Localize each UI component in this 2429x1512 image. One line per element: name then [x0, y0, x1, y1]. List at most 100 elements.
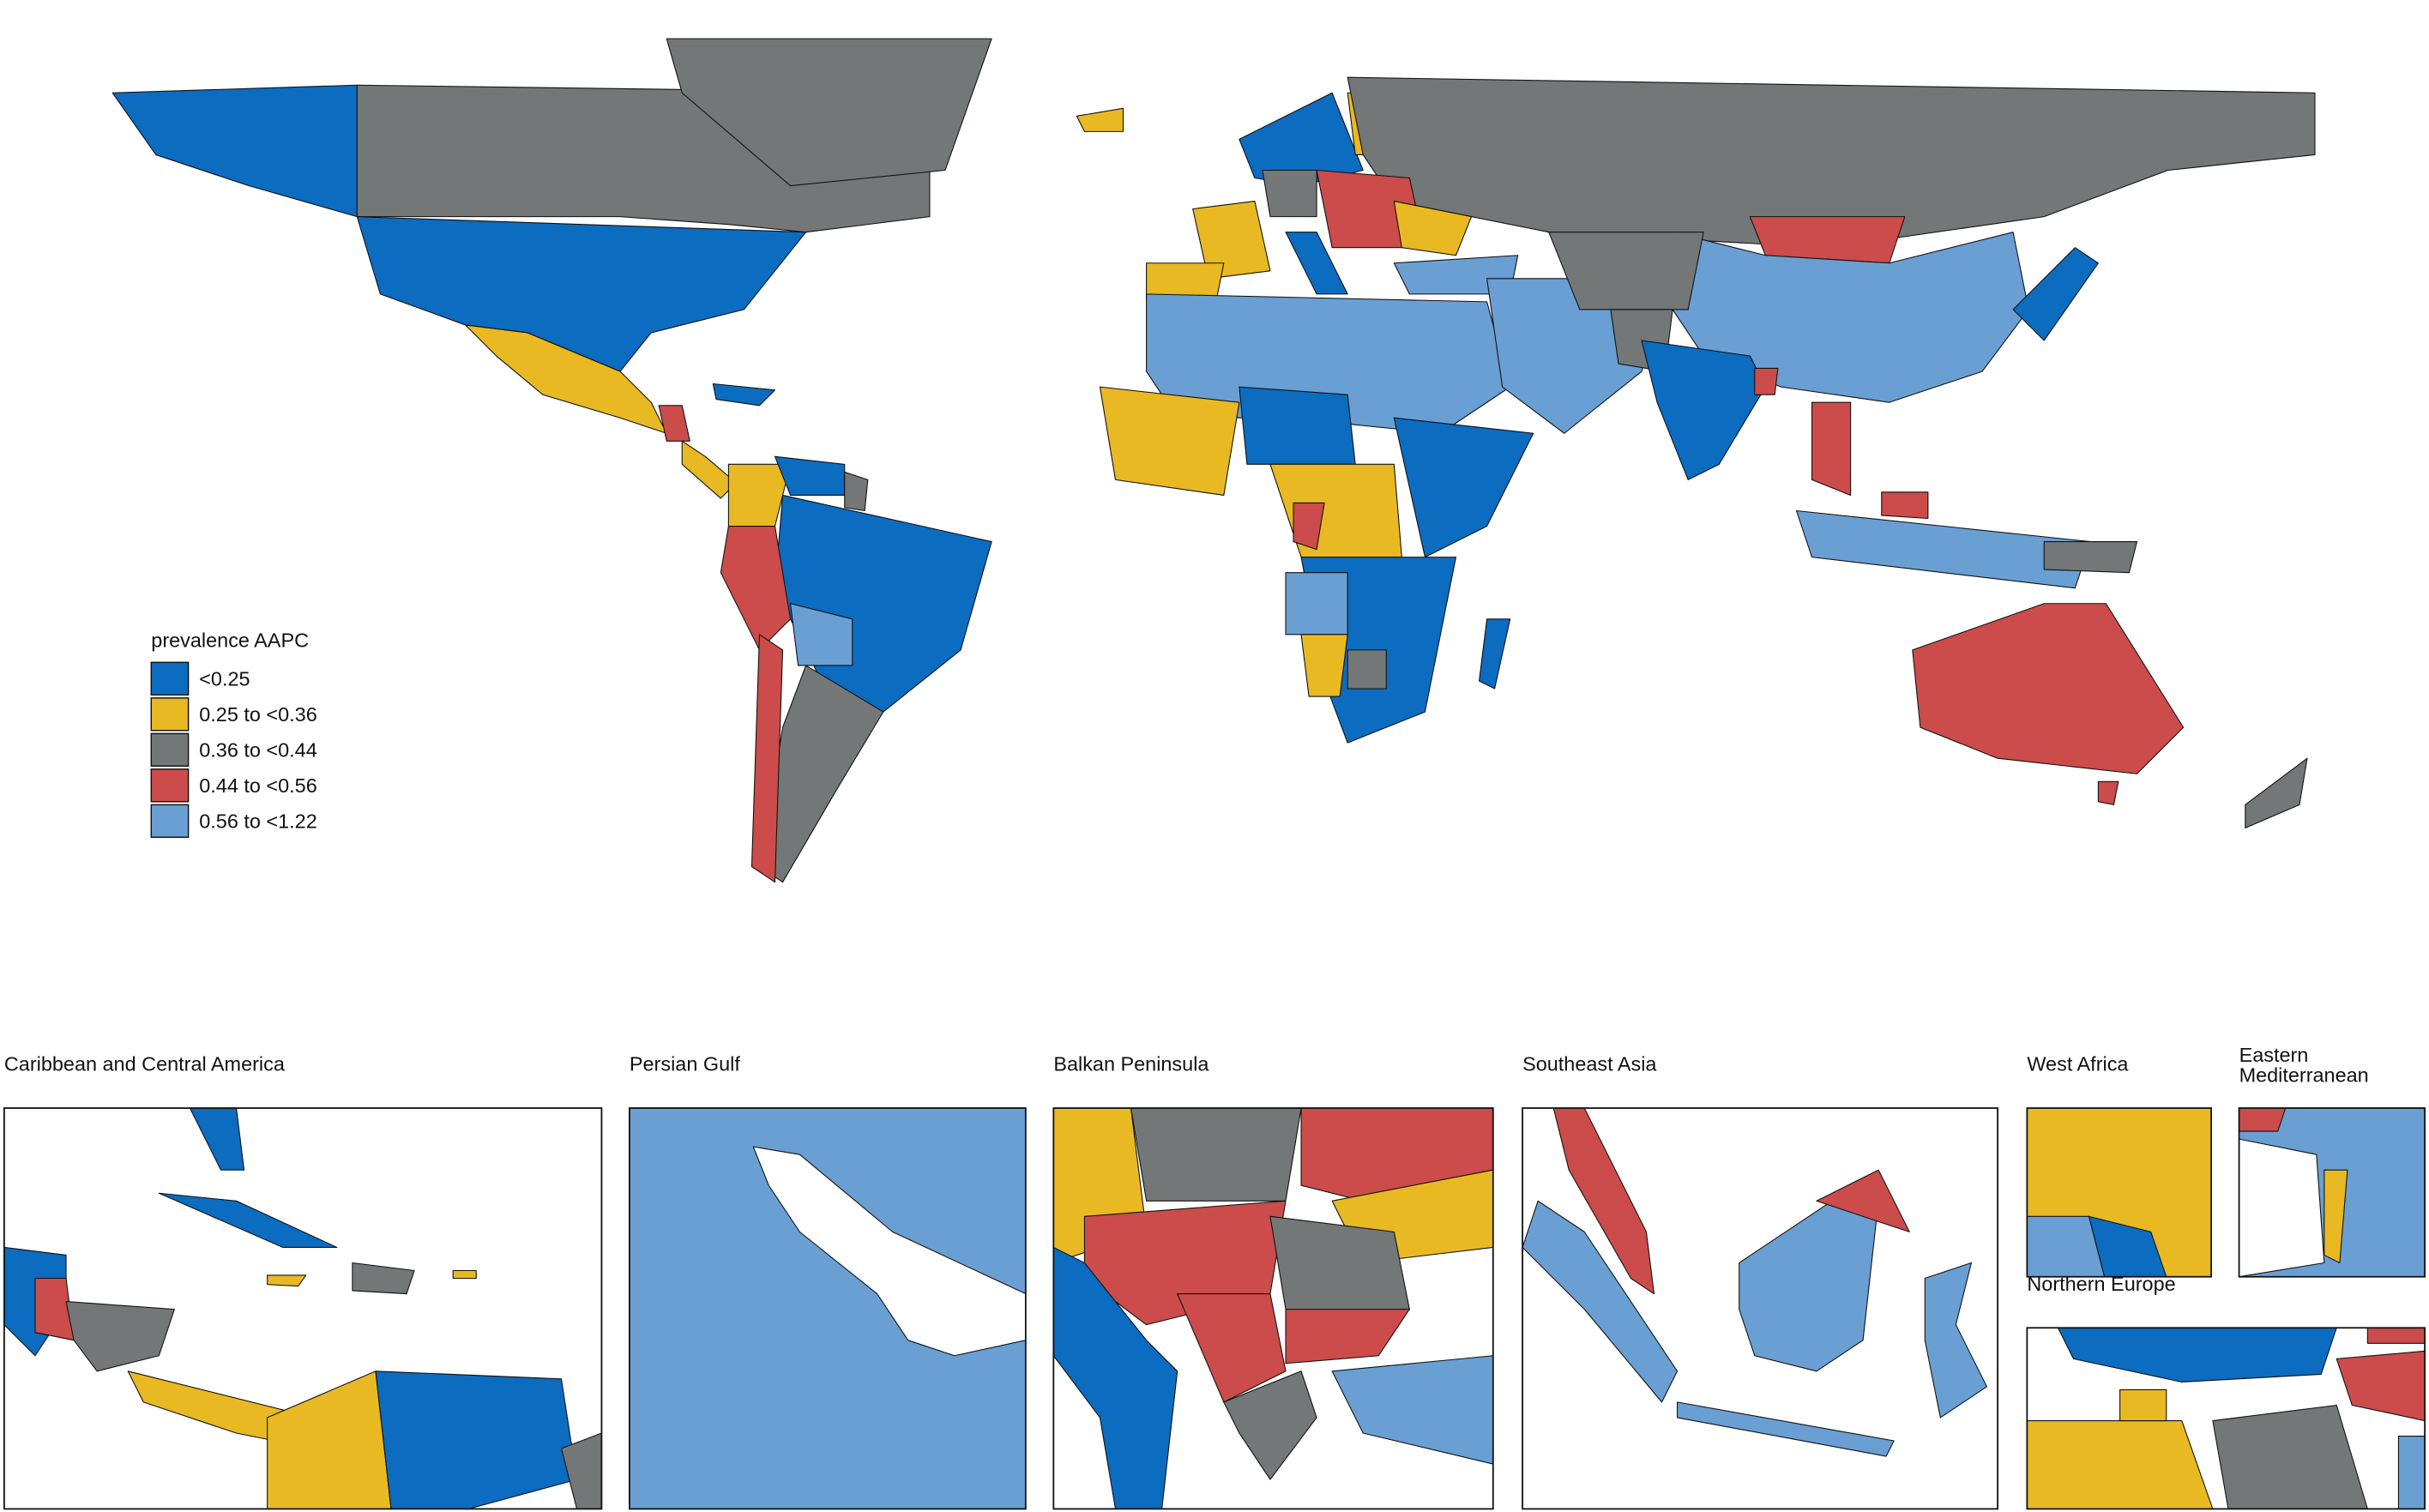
country: [2336, 1350, 2426, 1422]
country: [2397, 1436, 2426, 1509]
country: [352, 1262, 415, 1295]
inset-frame: [2026, 1107, 2213, 1278]
country: [666, 38, 992, 187]
inset-title: Northern Europe: [2027, 1273, 2175, 1295]
country: [1099, 386, 1240, 496]
country: [2057, 1328, 2337, 1382]
inset-frame: [1522, 1107, 1998, 1510]
inset-frame: [1052, 1107, 1494, 1510]
country: [712, 383, 776, 407]
country: [112, 84, 358, 218]
country: [1192, 201, 1271, 280]
country: [1522, 1200, 1679, 1403]
country: [267, 1274, 307, 1287]
inset-title: West Africa: [2027, 1053, 2129, 1075]
country: [2366, 1328, 2426, 1344]
country: [1912, 603, 2185, 774]
inset: [1522, 1108, 1987, 1457]
country: [2239, 1138, 2325, 1277]
country: [2212, 1404, 2368, 1509]
country: [1677, 1401, 1895, 1457]
country: [658, 405, 690, 442]
world-map: [112, 38, 2316, 883]
country: [1130, 1108, 1302, 1202]
country: [720, 525, 792, 651]
country: [2324, 1169, 2348, 1264]
country: [2245, 757, 2308, 828]
inset-title: Southeast Asia: [1522, 1053, 1657, 1075]
country: [1293, 502, 1325, 551]
country: [1672, 232, 2029, 403]
country: [1177, 1293, 1287, 1403]
country: [452, 1269, 477, 1280]
inset-frame: [628, 1107, 1027, 1510]
legend-swatch: [150, 768, 190, 803]
legend-label: 0.44 to <0.56: [199, 774, 316, 797]
country: [158, 1192, 338, 1248]
country: [1300, 634, 1348, 697]
inset: [3, 1108, 602, 1509]
country: [1754, 367, 1779, 395]
country: [1552, 1108, 1655, 1295]
country: [1924, 1262, 1987, 1419]
legend-label: 0.56 to <1.22: [199, 810, 316, 832]
country: [2012, 247, 2099, 341]
inset: [629, 1108, 1026, 1509]
legend-label: <0.25: [199, 667, 250, 690]
country: [375, 1370, 578, 1509]
country: [2043, 541, 2138, 574]
country: [844, 471, 869, 512]
country: [1146, 293, 1511, 434]
country: [1285, 1309, 1410, 1364]
inset-title: Eastern: [2239, 1044, 2309, 1066]
country: [189, 1108, 245, 1171]
country: [1641, 340, 1766, 480]
country: [2239, 1108, 2287, 1132]
inset-title: Balkan Peninsula: [1053, 1053, 1209, 1075]
inset-title: Mediterranean: [2239, 1063, 2369, 1086]
country: [65, 1301, 175, 1372]
country: [1811, 401, 1852, 496]
country: [1262, 169, 1317, 218]
country: [2097, 780, 2119, 805]
country: [1347, 649, 1387, 690]
country: [1548, 232, 1704, 310]
country: [1479, 618, 1511, 690]
inset-title: Persian Gulf: [630, 1053, 740, 1075]
inset-frame: [3, 1107, 603, 1510]
country: [629, 1108, 1026, 1509]
country: [1331, 1355, 1493, 1465]
inset-title: Caribbean and Central America: [4, 1053, 286, 1075]
legend-swatch: [150, 661, 190, 696]
country: [1223, 1370, 1317, 1480]
legend-swatch: [150, 804, 190, 838]
insets: Caribbean and Central America Persian Gul…: [3, 1044, 2426, 1510]
country: [267, 1370, 392, 1509]
inset-frame: [2238, 1107, 2426, 1278]
legend-swatch: [150, 697, 190, 732]
country: [2119, 1389, 2167, 1422]
legend: prevalence AAPC <0.25 0.25 to <0.36 0.36 t…: [150, 629, 317, 838]
country: [1881, 491, 1929, 520]
country: [1285, 572, 1348, 636]
country: [1393, 417, 1534, 558]
country: [1393, 201, 1473, 256]
country: [750, 634, 784, 883]
legend-title: prevalence AAPC: [151, 629, 309, 651]
country: [758, 665, 884, 883]
inset: [1053, 1108, 1493, 1509]
country: [1239, 386, 1356, 465]
inset: [2027, 1328, 2426, 1509]
country: [752, 1146, 1026, 1357]
country: [2088, 1215, 2167, 1277]
inset: [2027, 1108, 2212, 1277]
country: [2027, 1215, 2106, 1277]
inset-frame: [2026, 1327, 2426, 1510]
inset: [2239, 1108, 2426, 1277]
legend-swatch: [150, 732, 190, 767]
legend-label: 0.36 to <0.44: [199, 738, 316, 761]
country: [1076, 107, 1124, 132]
country: [790, 603, 853, 666]
